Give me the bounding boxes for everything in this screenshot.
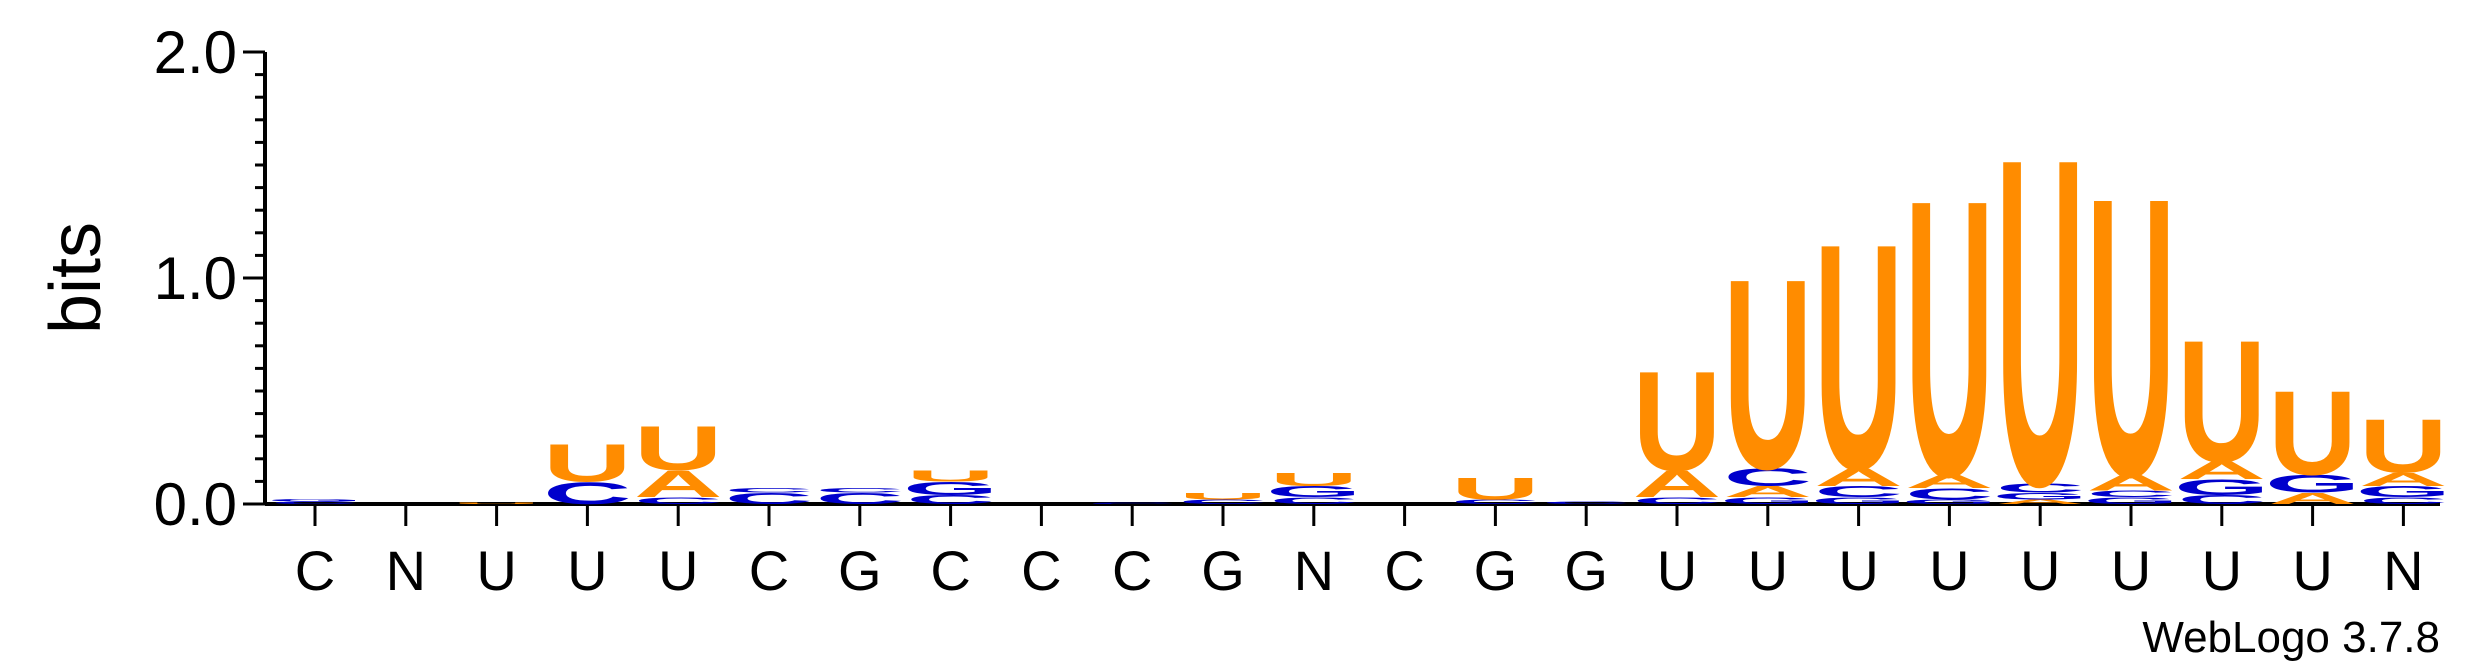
logo-glyph-g: G [1811, 496, 1907, 507]
logo-glyph-g: G [2265, 470, 2361, 498]
logo-glyph-g: G [1992, 491, 2088, 502]
logo-glyph-g: G [2083, 496, 2179, 507]
logo-glyph-g: G [1902, 498, 1998, 505]
logo-glyph-c: C [1905, 485, 1994, 503]
logo-glyph-u: U [634, 413, 723, 483]
logo-glyph-u: U [1269, 469, 1358, 490]
logo-glyph-g: G [267, 499, 363, 503]
logo-glyph-a: A [2087, 470, 2176, 495]
y-axis-label: bits [36, 222, 116, 334]
y-tick-label: 1.0 [154, 245, 237, 312]
logo-glyph-g: G [1266, 483, 1362, 501]
x-tick-label: U [1657, 539, 1697, 602]
x-tick-label: U [1929, 539, 1969, 602]
x-tick-label: C [930, 539, 970, 602]
logo-glyph-c: C [2177, 493, 2266, 507]
logo-glyph-u: U [2268, 366, 2357, 500]
logo-glyph-u: U [1451, 471, 1540, 506]
logo-glyph-c: C [1542, 501, 1631, 505]
x-tick-label: N [1294, 539, 1334, 602]
logo-glyph-c: C [1451, 498, 1540, 505]
x-tick-label: N [386, 539, 426, 602]
logo-glyph-a: A [634, 463, 723, 505]
weblogo-credit: WebLogo 3.7.8 [2142, 613, 2440, 662]
logo-glyph-u: U [1723, 222, 1812, 526]
logo-glyph-u: U [543, 433, 632, 493]
logo-glyph-c: C [1179, 498, 1268, 505]
logo-glyph-a: A [1723, 483, 1812, 501]
logo-glyph-a: A [1633, 463, 1722, 505]
logo-glyph-u: U [1814, 176, 1903, 537]
logo-glyph-c: C [2087, 489, 2176, 500]
x-tick-label: U [1748, 539, 1788, 602]
logo-glyph-c: C [543, 476, 632, 511]
x-tick-label: U [1838, 539, 1878, 602]
logo-glyph-a: A [2177, 456, 2266, 484]
logo-glyph-g: G [903, 478, 999, 499]
logo-glyph-a: A [2268, 490, 2357, 508]
y-ticks: 0.0 1.0 2.0 [154, 19, 265, 538]
logo-glyph-c: C [1633, 496, 1722, 507]
logo-glyph-u: U [906, 467, 995, 485]
logo-glyph-c: C [725, 490, 814, 508]
logo-glyph-c: C [815, 487, 904, 494]
x-tick-label: G [1474, 539, 1518, 602]
x-tick-label: C [295, 539, 335, 602]
x-tick-label: C [1021, 539, 1061, 602]
logo-glyph-c: C [271, 501, 360, 505]
logo-glyph-c: C [725, 487, 814, 494]
x-tick-label: C [1384, 539, 1424, 602]
logo-glyph-c: C [1996, 481, 2085, 495]
y-tick-label: 0.0 [154, 471, 237, 538]
logo-glyph-u: U [452, 503, 541, 505]
logo-glyph-g: G [2174, 475, 2270, 500]
logo-glyph-u: U [1996, 62, 2085, 583]
x-tick-label: U [476, 539, 516, 602]
logo-glyph-c: C [1088, 503, 1177, 505]
logo-glyph-a: A [1996, 498, 2085, 505]
logo-glyph-c: C [1269, 496, 1358, 507]
logo-glyph-a: A [2359, 469, 2448, 490]
x-tick-label: G [838, 539, 882, 602]
x-tick-label: N [2383, 539, 2423, 602]
logo-glyph-c: C [815, 490, 904, 508]
x-tick-label: G [1201, 539, 1245, 602]
logo-glyph-c: C [1723, 463, 1812, 491]
logo-glyph-g: G [1720, 496, 1816, 507]
logo-glyph-c: C [906, 493, 995, 507]
x-tick-label: U [2202, 539, 2242, 602]
x-tick-label: U [2111, 539, 2151, 602]
logo-glyph-u: U [1179, 491, 1268, 502]
x-tick-label: U [2020, 539, 2060, 602]
logo-glyph-u: U [2359, 404, 2448, 489]
logo-glyph-c: C [2359, 496, 2448, 507]
logo-glyph-c: C [634, 496, 723, 507]
logo-glyph-u: U [1633, 343, 1722, 501]
logo-glyph-a: A [1814, 463, 1903, 491]
logo-glyph-c: C [1814, 483, 1903, 501]
x-tick-label: G [1564, 539, 1608, 602]
logo-glyph-u: U [2087, 117, 2176, 560]
logo-glyph-a: A [1905, 471, 1994, 492]
logo-glyph-u: U [2177, 304, 2266, 498]
logo-glyph-g: G [2356, 483, 2452, 501]
x-tick-label: U [567, 539, 607, 602]
y-tick-label: 2.0 [154, 19, 237, 86]
x-tick-label: U [658, 539, 698, 602]
x-tick-label: C [749, 539, 789, 602]
logo-glyph-u: U [1905, 117, 1994, 559]
x-tick-label: C [1112, 539, 1152, 602]
x-tick-label: U [2292, 539, 2332, 602]
